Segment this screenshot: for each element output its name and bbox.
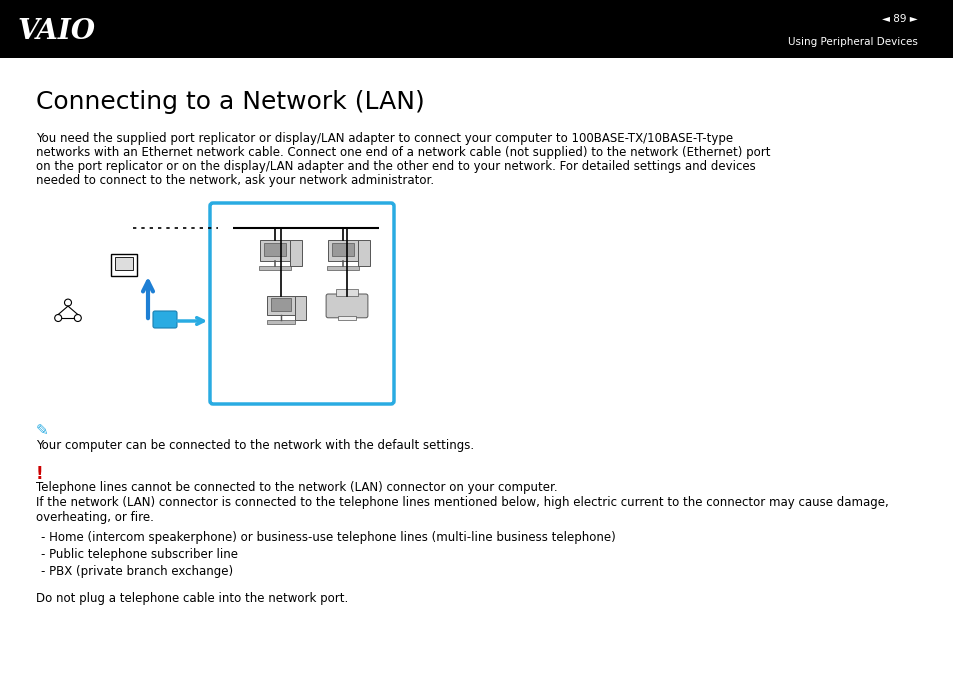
Text: on the port replicator or on the display/LAN adapter and the other end to your n: on the port replicator or on the display… [36, 160, 755, 173]
Bar [328, 240, 357, 261]
Text: needed to connect to the network, ask your network administrator.: needed to connect to the network, ask yo… [36, 174, 434, 187]
Text: ◄ 89 ►: ◄ 89 ► [882, 13, 917, 24]
Bar [271, 299, 291, 311]
Text: networks with an Ethernet network cable. Connect one end of a network cable (not: networks with an Ethernet network cable.… [36, 146, 770, 159]
FancyBboxPatch shape [152, 311, 177, 328]
Text: - Public telephone subscriber line: - Public telephone subscriber line [41, 548, 237, 561]
Bar [332, 243, 354, 256]
Bar [337, 316, 356, 320]
Bar [358, 240, 370, 266]
Bar [326, 266, 359, 270]
FancyBboxPatch shape [210, 203, 394, 404]
Text: Connecting to a Network (LAN): Connecting to a Network (LAN) [36, 90, 424, 114]
Text: Do not plug a telephone cable into the network port.: Do not plug a telephone cable into the n… [36, 592, 348, 605]
Text: - PBX (private branch exchange): - PBX (private branch exchange) [41, 565, 233, 578]
Bar [0, 0, 953, 58]
Text: VAIO: VAIO [18, 18, 96, 45]
Bar [115, 257, 132, 270]
Bar [267, 319, 294, 324]
Bar [111, 254, 137, 276]
Text: ✎: ✎ [36, 423, 49, 438]
Text: Telephone lines cannot be connected to the network (LAN) connector on your compu: Telephone lines cannot be connected to t… [36, 481, 558, 494]
Text: If the network (LAN) connector is connected to the telephone lines mentioned bel: If the network (LAN) connector is connec… [36, 496, 888, 509]
Text: overheating, or fire.: overheating, or fire. [36, 511, 153, 524]
Bar [267, 296, 294, 315]
Bar [260, 240, 290, 261]
Text: Using Peripheral Devices: Using Peripheral Devices [787, 37, 917, 47]
Bar [264, 243, 286, 256]
FancyBboxPatch shape [326, 294, 368, 318]
Bar [290, 240, 301, 266]
Text: Your computer can be connected to the network with the default settings.: Your computer can be connected to the ne… [36, 439, 474, 452]
Text: You need the supplied port replicator or display/LAN adapter to connect your com: You need the supplied port replicator or… [36, 132, 732, 145]
Bar [295, 296, 306, 319]
Text: - Home (intercom speakerphone) or business-use telephone lines (multi-line busin: - Home (intercom speakerphone) or busine… [41, 531, 615, 544]
Bar [258, 266, 291, 270]
Text: !: ! [36, 465, 44, 483]
Bar [335, 288, 358, 296]
